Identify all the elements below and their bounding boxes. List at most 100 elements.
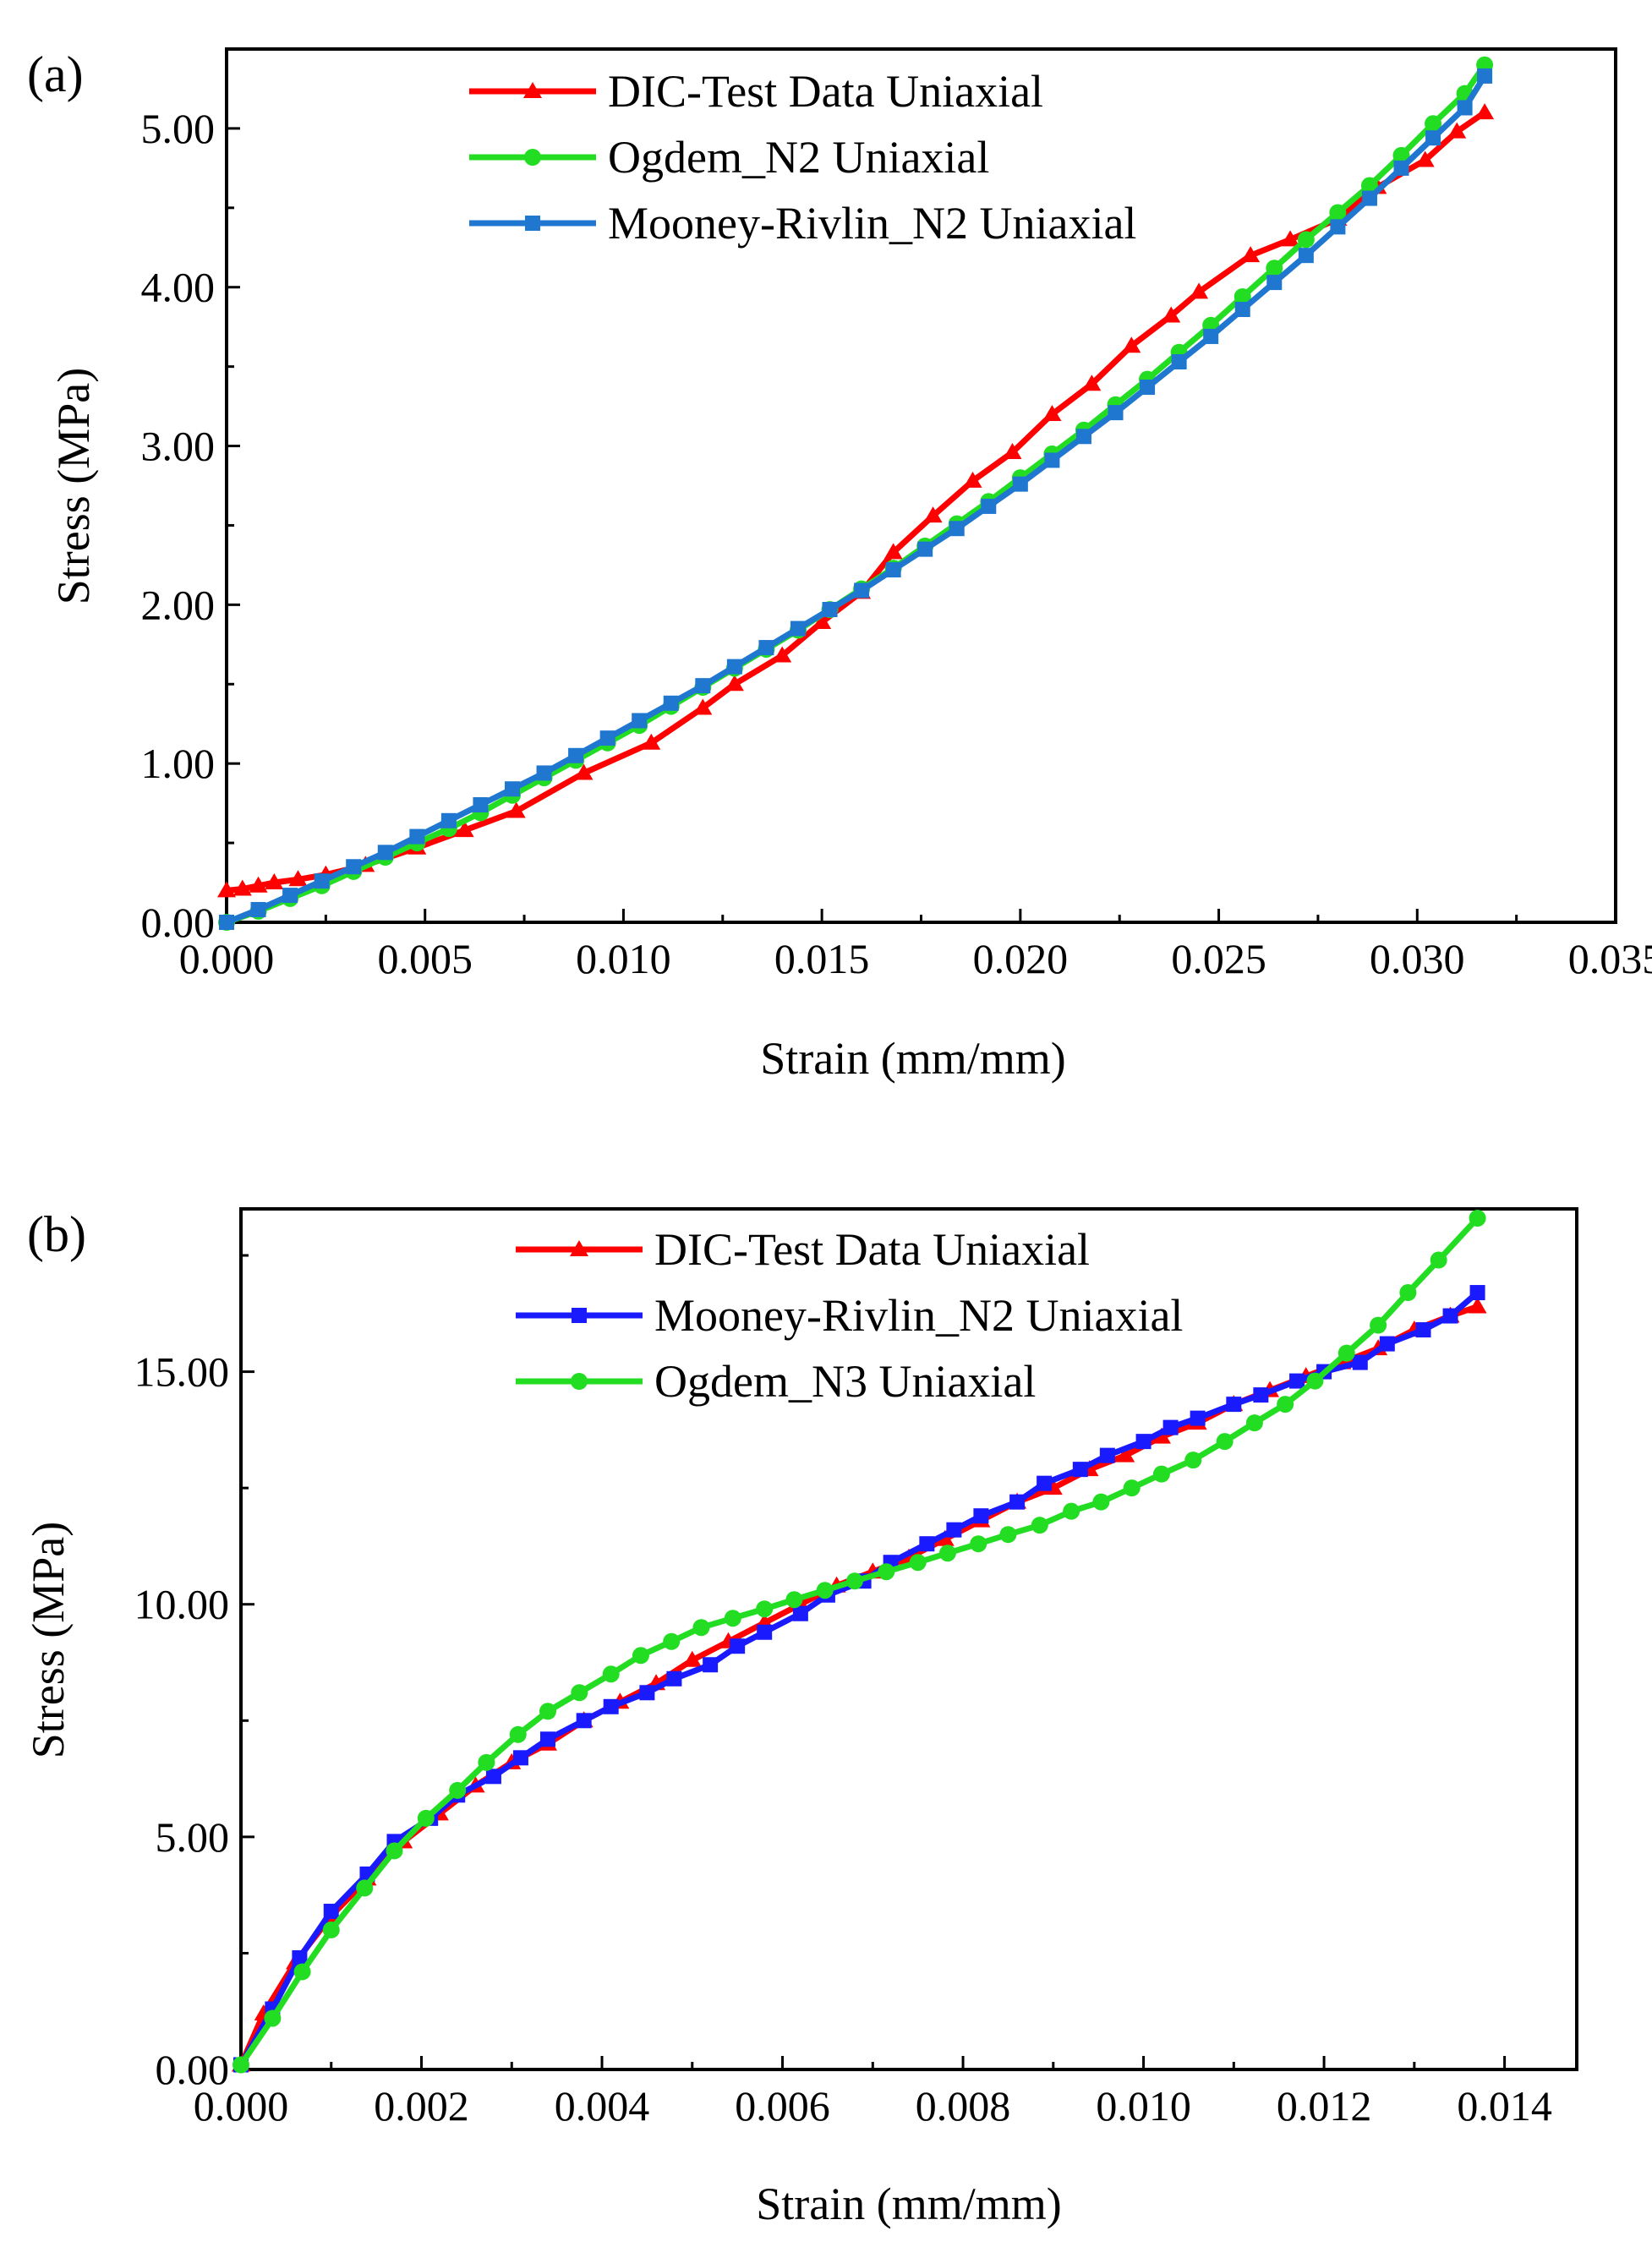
chart-b-series-3-point [1337,1344,1355,1362]
chart-a-series-3-point [1140,380,1156,396]
chart-b-series-2-point [919,1536,935,1552]
chart-a-series-3-point [790,621,806,637]
chart-b-series-2-point [1442,1308,1458,1324]
chart-b-series-3-point [909,1554,927,1572]
chart-a-series-1-point [773,646,792,663]
chart-b-series-2-point [1415,1322,1431,1338]
chart-b-series-3-point [1152,1465,1170,1483]
chart-a-legend-label: Ogdem_N2 Uniaxial [608,132,989,183]
chart-a-y-tick-label: 5.00 [141,105,216,152]
chart-b-series-2-point [1289,1373,1305,1389]
chart-a-series-1-point [1162,306,1181,323]
chart-b-series-1 [232,1297,1487,2072]
chart-a-series-3-point [981,498,997,514]
chart-b-series-2-point [323,1903,339,1919]
chart-a-series-1-point [883,543,903,560]
chart-b-series-2-point [1099,1447,1115,1463]
chart-b-legend-marker [570,1240,588,1256]
chart-b-series-2-point [539,1731,555,1747]
chart-b-series-2-point [703,1657,719,1673]
chart-a-series-3-point [536,765,552,781]
chart-a-series-1-point [963,471,982,488]
chart-b-series-3-point [293,1963,311,1981]
chart-b-x-tick-label: 0.008 [916,2082,1011,2130]
chart-b-x-axis-label: Strain (mm/mm) [756,2179,1061,2229]
chart-b-series-3-point [1216,1433,1234,1451]
chart-a-series-2-point [1297,231,1315,249]
chart-b-series-2-point [639,1685,655,1701]
chart-a-series-2-point [1329,204,1347,221]
chart-b-y-axis-label: Stress (MPa) [23,1522,74,1759]
chart-b-series-3-point [509,1725,527,1743]
chart-a-legend-label: DIC-Test Data Uniaxial [608,66,1043,117]
chart-a-series-2-line [225,63,1487,926]
chart-b-x-tick-label: 0.010 [1096,2082,1191,2130]
chart-a-series-1-point [288,870,308,887]
chart-a-series-3-point [632,713,648,729]
chart-a-series-3-point [1298,248,1314,264]
chart-b-legend: DIC-Test Data Uniaxial Mooney-Rivlin_N2 U… [516,1224,1183,1407]
chart-a-series-3-point [504,781,520,797]
chart-b-series-3-point [938,1545,956,1562]
chart-b-x-tick-label: 0.000 [194,2082,289,2130]
chart-a-series-1-point [1281,230,1300,247]
chart-b-series-3-point [322,1921,340,1938]
chart-a-series-3-point [377,845,393,861]
chart-a-series-3-point [949,521,965,537]
chart-a-series-2-point [1392,146,1410,164]
chart-a-series-1-point [812,613,832,630]
chart-a-series-3-point [1393,160,1409,176]
chart-b-series-1-point [1151,1427,1171,1444]
chart-a-series-1-point [725,675,744,692]
chart-b-series-2-point [1072,1462,1088,1478]
chart-b-series-3-point [756,1600,774,1618]
chart-a-series-3-point [282,888,298,904]
chart-b-series-3-point [999,1526,1017,1544]
chart-a-series-1-point [265,873,284,890]
chart-b-legend-label: Ogdem_N3 Uniaxial [654,1356,1036,1407]
chart-b-y-tick-label: 0.00 [156,2046,230,2093]
chart-b-x-tick-label: 0.006 [735,2082,830,2130]
chart-b-series-3-point [264,2009,282,2027]
chart-b-series-1-point [682,1650,702,1667]
chart-a-series-1-point [506,801,526,818]
chart-b-series-3-point [571,1684,588,1702]
chart-b-series-2-point [1379,1336,1395,1352]
chart-a-series-3-point [1266,275,1283,291]
chart-a-series-3-point [854,582,870,599]
chart-b-series-2-point [1162,1419,1179,1435]
chart-b-series-3-point [785,1591,803,1609]
chart-a-series-3-point [1012,476,1028,492]
chart-a-series-2 [218,56,1494,931]
chart-a-series-2-point [1234,287,1251,305]
chart-b-series-3-point [1184,1452,1202,1469]
chart-a-legend-marker [524,149,541,166]
chart-b-series-3-line [238,1216,1480,2067]
chart-a-series-3-point [758,640,774,656]
chart-a-series-3-point [219,915,234,930]
chart-b-series-3-point [1245,1414,1263,1432]
chart-b-x-tick-label: 0.012 [1277,2082,1372,2130]
chart-a-y-tick-label: 3.00 [141,423,216,470]
chart-a-series-2-point [1425,115,1442,133]
chart-a-series-3-point [1171,354,1187,370]
chart-a-series-1-point [1122,336,1141,353]
chart-b-series-3-point [632,1647,649,1665]
chart-a-x-tick-label: 0.020 [973,935,1069,982]
chart-b-series-2-point [1469,1285,1485,1301]
chart-a-panel-label: (a) [27,46,84,102]
chart-b-legend-marker [571,1373,588,1390]
chart-a-series-3-point [440,812,457,828]
chart-b-series-3-point [663,1632,681,1650]
chart-b-series-2-point [792,1605,808,1621]
chart-b-series-2-point [1190,1410,1206,1426]
chart-b-series-3-point [724,1610,741,1627]
chart-a-series-1-point [1241,246,1261,263]
chart-a-series-3-point [1330,219,1346,235]
chart-b-series-2-point [485,1769,501,1785]
chart-a-legend-marker [523,82,542,98]
chart-a-series-1-point [693,698,713,715]
chart-b-series [232,1210,1487,2074]
chart-a-x-tick-label: 0.030 [1370,935,1465,982]
chart-b-plot-frame [239,1207,1578,2071]
